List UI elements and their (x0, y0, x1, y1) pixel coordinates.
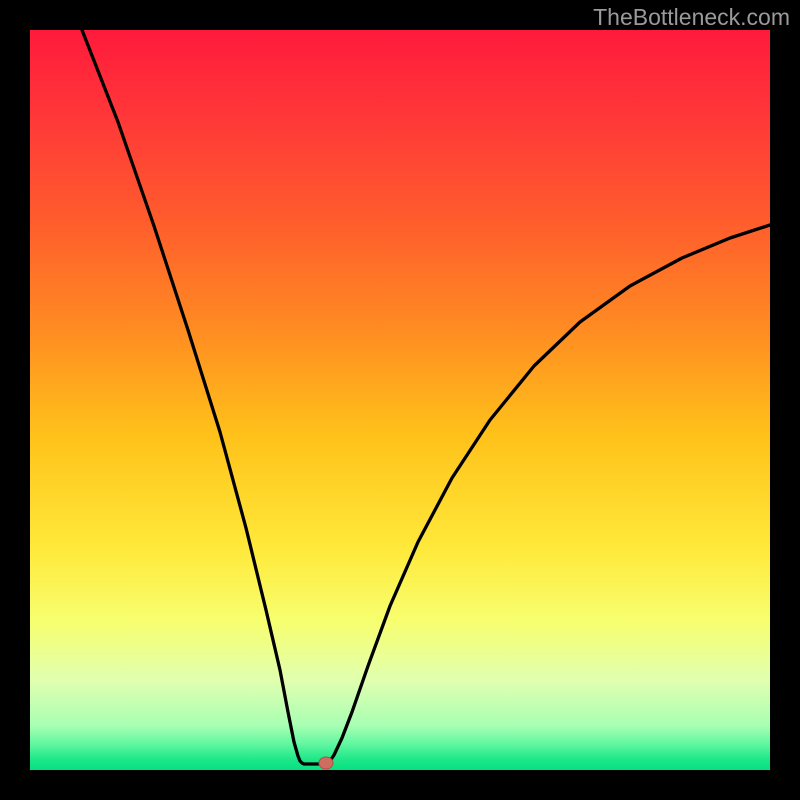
bottleneck-curve-chart (30, 30, 770, 770)
chart-frame: TheBottleneck.com (0, 0, 800, 800)
watermark-text: TheBottleneck.com (593, 4, 790, 31)
gradient-background (30, 30, 770, 770)
plot-area (30, 30, 770, 770)
optimal-point-marker (319, 757, 333, 769)
